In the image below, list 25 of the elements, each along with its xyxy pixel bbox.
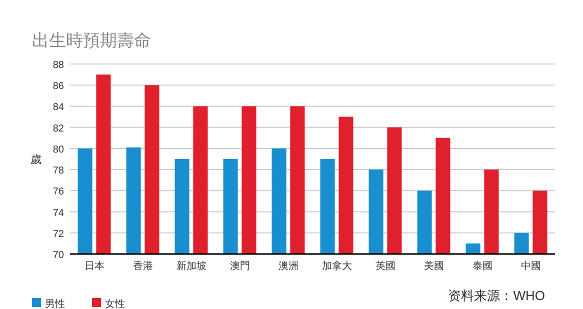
y-tick-label: 80 bbox=[52, 144, 64, 156]
y-tick-label: 72 bbox=[52, 228, 64, 240]
x-tick-label: 加拿大 bbox=[322, 260, 352, 272]
x-tick-label: 美國 bbox=[424, 260, 444, 272]
x-tick-label: 日本 bbox=[84, 260, 104, 272]
y-tick-label: 70 bbox=[52, 250, 64, 261]
x-tick-label: 香港 bbox=[132, 260, 153, 272]
y-tick-label: 78 bbox=[52, 166, 64, 177]
x-tick-label: 新加坡 bbox=[176, 260, 206, 272]
x-tick-label: 澳洲 bbox=[278, 260, 298, 272]
y-tick-label: 84 bbox=[52, 102, 64, 114]
x-tick-label: 澳門 bbox=[230, 260, 250, 272]
x-tick-label: 泰國 bbox=[472, 261, 492, 272]
legend-label: 女性 bbox=[105, 298, 125, 309]
y-tick-label: 74 bbox=[52, 208, 64, 219]
x-tick-label: 英國 bbox=[375, 260, 396, 272]
y-tick-label: 86 bbox=[52, 81, 64, 92]
y-axis-title: 歲 bbox=[30, 153, 42, 166]
chart-title: 出生時預期壽命 bbox=[32, 31, 151, 50]
y-tick-label: 76 bbox=[52, 186, 64, 198]
x-tick-label: 中國 bbox=[520, 260, 541, 272]
text: 资料来源：WHO bbox=[448, 288, 545, 303]
y-tick-label: 88 bbox=[52, 60, 64, 71]
legend-label: 男性 bbox=[45, 298, 65, 309]
y-tick-label: 82 bbox=[52, 123, 64, 134]
